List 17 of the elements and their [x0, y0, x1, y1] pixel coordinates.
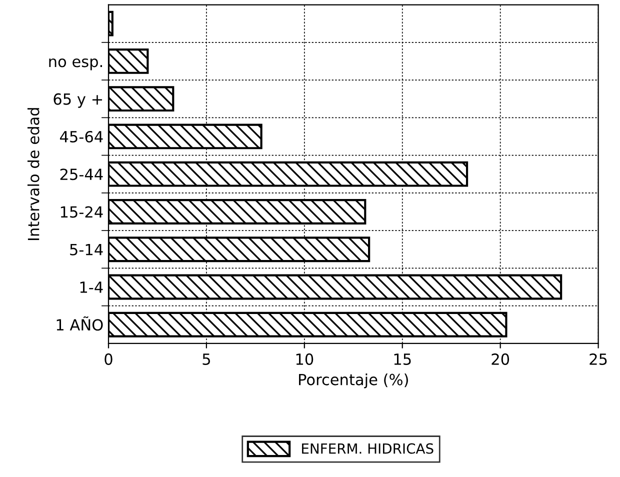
x-tick-label: 15 — [394, 354, 411, 365]
y-tick-label: 45-64 — [60, 130, 103, 142]
y-tick-label: 65 y + — [54, 93, 102, 108]
y-tick-label: 5-14 — [70, 244, 103, 256]
x-tick-label: 5 — [202, 354, 210, 365]
x-axis-title: Porcentaje (%) — [299, 374, 408, 388]
x-tick-label: 0 — [104, 353, 112, 365]
y-tick-label: 1-4 — [80, 282, 103, 293]
legend-label: ENFERM. HIDRICAS — [302, 443, 434, 454]
y-tick-label: no esp. — [49, 58, 102, 70]
x-tick-label: 20 — [492, 353, 510, 365]
y-tick-label: 1 AÑO — [56, 316, 103, 331]
y-axis-title: Intervalo de edad — [28, 108, 40, 240]
x-tick-label: 25 — [590, 353, 607, 365]
x-tick-label: 10 — [296, 353, 314, 365]
y-tick-label: 25-44 — [60, 168, 103, 180]
y-tick-label: 15-24 — [60, 206, 103, 218]
